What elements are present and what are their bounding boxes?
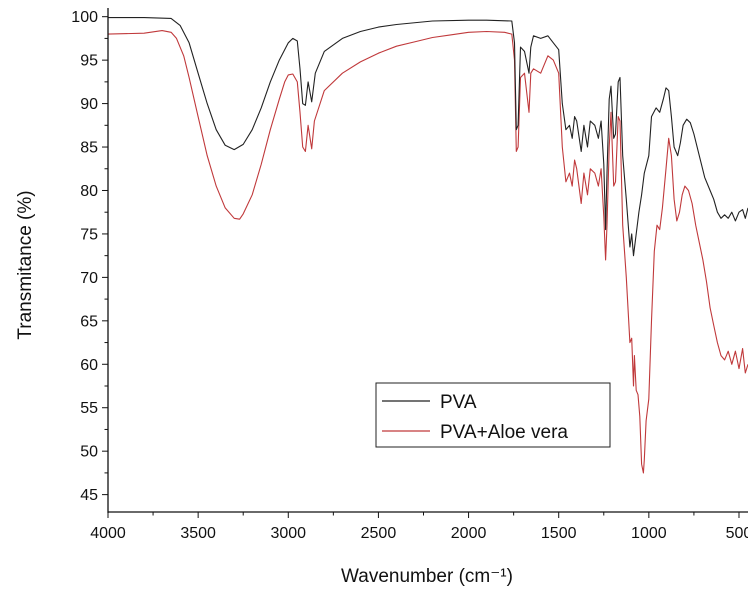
y-tick-label: 50 <box>80 444 98 461</box>
y-axis-title: Transmitance (%) <box>15 190 36 339</box>
legend-label-pva: PVA <box>440 392 477 413</box>
x-tick-label: 4000 <box>90 525 126 542</box>
y-tick-label: 55 <box>80 400 98 417</box>
x-tick-label: 1000 <box>631 525 667 542</box>
axes <box>107 8 748 513</box>
y-tick-label: 70 <box>80 270 98 287</box>
x-tick-label: 2000 <box>451 525 487 542</box>
plot-area <box>107 17 748 474</box>
series-line-pva <box>108 17 748 257</box>
x-tick-label: 1500 <box>541 525 577 542</box>
y-tick-label: 95 <box>80 53 98 70</box>
x-tick-label: 3000 <box>270 525 306 542</box>
y-tick-label: 65 <box>80 313 98 330</box>
y-tick-label: 60 <box>80 357 98 374</box>
x-tick-label: 3500 <box>180 525 216 542</box>
y-tick-label: 45 <box>80 487 98 504</box>
legend: PVA PVA+Aloe vera <box>375 382 611 448</box>
series-line-pva-aloe-vera <box>107 30 748 474</box>
y-tick-label: 85 <box>80 140 98 157</box>
x-axis-title: Wavenumber (cm⁻¹) <box>341 566 513 587</box>
y-tick-label: 100 <box>71 9 98 26</box>
legend-label-pva-aloe-vera: PVA+Aloe vera <box>440 422 568 443</box>
ticks: 4000 3500 3000 2500 2000 1500 1000 500 45 50 55 60 6… <box>71 9 748 542</box>
y-tick-label: 75 <box>80 226 98 243</box>
x-tick-label: 500 <box>726 525 748 542</box>
y-tick-label: 80 <box>80 183 98 200</box>
y-tick-label: 90 <box>80 96 98 113</box>
x-tick-label: 2500 <box>361 525 397 542</box>
legend-box <box>375 382 611 448</box>
